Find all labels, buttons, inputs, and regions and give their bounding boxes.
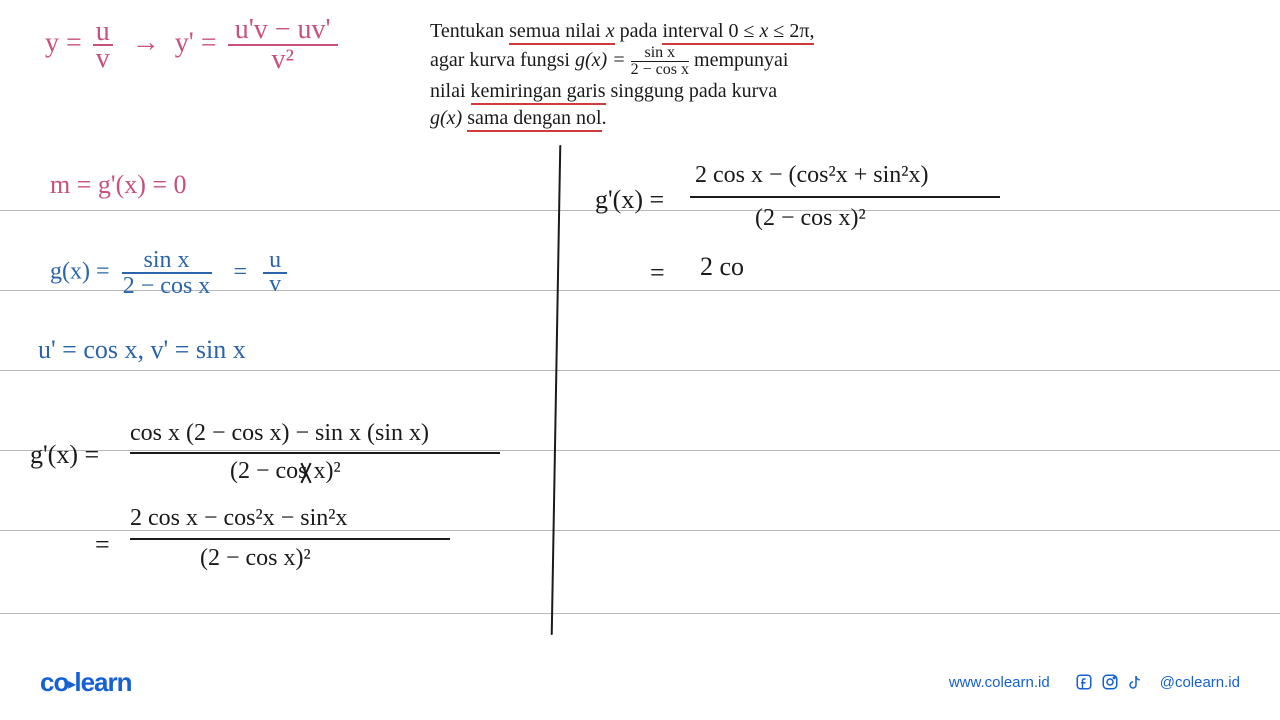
gprime-den1: (2 − cos x)² [230, 458, 341, 485]
footer-bar: co▸learn www.colearn.id @colearn.id [0, 662, 1280, 702]
problem-text: g(x) [430, 107, 467, 129]
gprime-right-num: 2 cos x − (cos²x + sin²x) [695, 162, 928, 189]
g-definition: g(x) = sin x 2 − cos x = u v [50, 248, 287, 298]
brand-logo: co▸learn [40, 667, 132, 698]
v-label: v [263, 272, 287, 296]
footer-url: www.colearn.id [949, 674, 1050, 691]
problem-frac-den: 2 − cos x [631, 61, 689, 78]
vertical-divider [551, 145, 562, 635]
logo-text-a: co [40, 667, 68, 697]
arrow-icon: → [132, 27, 160, 58]
facebook-icon [1074, 672, 1094, 692]
quotient-rule-note: y = u v → y' = u'v − uv' v² [45, 16, 338, 74]
problem-text: agar kurva fungsi [430, 49, 575, 71]
g-label: g(x) = [50, 259, 110, 285]
text-v: v [93, 44, 113, 71]
derivatives-uv: u' = cos x, v' = sin x [38, 335, 246, 365]
text-yprime: y' = [175, 27, 217, 58]
eq-sign-right: = [650, 258, 665, 288]
text-y-eq: y = [45, 27, 82, 58]
gprime-label: g'(x) = [30, 440, 99, 470]
problem-frac-num: sin x [631, 45, 689, 61]
problem-text: interval 0 ≤ [662, 20, 759, 42]
gprime-right-den: (2 − cos x)² [755, 205, 866, 232]
slope-zero-condition: m = g'(x) = 0 [50, 170, 187, 200]
footer-right: www.colearn.id @colearn.id [949, 672, 1240, 692]
logo-text-b: learn [74, 667, 131, 697]
ruled-line [0, 370, 1280, 371]
problem-text: Tentukan [430, 20, 509, 42]
fraction-line [130, 538, 450, 540]
g-den: 2 − cos x [122, 272, 212, 298]
problem-text: ≤ 2π, [768, 20, 814, 42]
problem-text: kemiringan garis [471, 80, 606, 105]
gprime-right-label: g'(x) = [595, 185, 664, 215]
text-num: u'v − uv' [228, 16, 338, 44]
tiktok-icon [1126, 672, 1146, 692]
gprime-den2: (2 − cos x)² [200, 545, 311, 572]
partial-text: 2 co [700, 252, 744, 282]
problem-text: nilai [430, 80, 471, 102]
ruled-line [0, 613, 1280, 614]
fraction-line [690, 196, 1000, 198]
text-den: v² [228, 44, 338, 74]
gprime-num2: 2 cos x − cos²x − sin²x [130, 505, 347, 532]
ruled-line [0, 450, 1280, 451]
instagram-icon [1100, 672, 1120, 692]
g-num: sin x [122, 248, 212, 272]
footer-handle: @colearn.id [1160, 674, 1240, 691]
eq-sign: = [234, 259, 248, 285]
problem-text: g(x) = [575, 49, 631, 71]
problem-text: x [606, 20, 615, 42]
problem-text: mempunyai [689, 49, 788, 71]
fraction-line [130, 452, 500, 454]
problem-text: pada [615, 20, 663, 42]
text-u: u [93, 19, 113, 44]
problem-text: semua nilai [509, 20, 606, 42]
gprime-num1: cos x (2 − cos x) − sin x (sin x) [130, 420, 429, 447]
problem-text: sama dengan nol [467, 107, 601, 132]
problem-text: . [602, 107, 607, 129]
problem-statement: Tentukan semua nilai x pada interval 0 ≤… [430, 18, 890, 132]
eq-sign-2: = [95, 530, 110, 560]
u-label: u [263, 250, 287, 272]
problem-text: singgung pada kurva [606, 80, 778, 102]
